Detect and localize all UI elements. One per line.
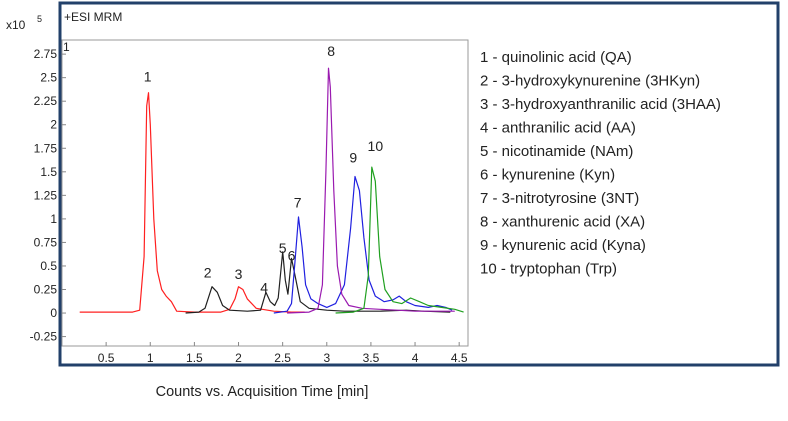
x-tick-label: 4 bbox=[412, 351, 419, 365]
y-tick-label: 0.75 bbox=[34, 235, 58, 249]
peak-label: 10 bbox=[368, 138, 384, 154]
y-tick-label: 2.75 bbox=[34, 47, 58, 61]
peak-label: 4 bbox=[260, 279, 268, 295]
peak-label: 2 bbox=[204, 264, 212, 280]
legend-entry: 4 - anthranilic acid (AA) bbox=[480, 120, 636, 137]
chart-title: +ESI MRM bbox=[64, 10, 122, 24]
peak-label: 7 bbox=[294, 195, 302, 211]
legend-entry: 10 - tryptophan (Trp) bbox=[480, 261, 617, 278]
legend-entry: 1 - quinolinic acid (QA) bbox=[480, 49, 632, 66]
y-tick-label: -0.25 bbox=[30, 330, 58, 344]
peak-label: 9 bbox=[349, 149, 357, 165]
x-tick-label: 4.5 bbox=[451, 351, 468, 365]
x-tick-label: 1 bbox=[147, 351, 154, 365]
legend-entry: 3 - 3-hydroxyanthranilic acid (3HAA) bbox=[480, 96, 721, 113]
corner-mark: 1 bbox=[63, 40, 70, 54]
peak-label: 1 bbox=[144, 68, 152, 84]
x-tick-label: 2 bbox=[235, 351, 242, 365]
peak-label: 6 bbox=[288, 247, 296, 263]
outer-frame bbox=[58, 1, 780, 367]
x-tick-label: 3 bbox=[323, 351, 330, 365]
peak-label: 3 bbox=[235, 266, 243, 282]
y-tick-label: 2.5 bbox=[40, 71, 57, 85]
y-tick-label: 0.5 bbox=[40, 259, 57, 273]
series-line-4 bbox=[287, 67, 455, 314]
legend-entry: 7 - 3-nitrotyrosine (3NT) bbox=[480, 190, 639, 207]
x-tick-label: 1.5 bbox=[186, 351, 203, 365]
y-axis: 2.75 2.5 2.25 2 1.75 1.5 1.25 1 0.75 0.5 0.25 0 -0.2… bbox=[30, 47, 66, 344]
peak-labels: 1 2 3 4 5 6 7 8 9 10 bbox=[144, 43, 384, 295]
y-tick-label: 2.25 bbox=[34, 94, 58, 108]
series-line-2 bbox=[185, 251, 451, 314]
legend-entry: 5 - nicotinamide (NAm) bbox=[480, 143, 633, 160]
series-layer bbox=[79, 67, 464, 314]
peak-label: 8 bbox=[327, 43, 335, 59]
y-tick-label: 1.75 bbox=[34, 141, 58, 155]
legend-entry: 9 - kynurenic acid (Kyna) bbox=[480, 237, 646, 254]
series-line-5 bbox=[335, 166, 464, 314]
y-tick-label: 0.25 bbox=[34, 283, 58, 297]
plot-area bbox=[61, 39, 469, 347]
y-tick-label: 1.5 bbox=[40, 165, 57, 179]
legend-entry: 6 - kynurenine (Kyn) bbox=[480, 167, 615, 184]
x-axis: 0.5 1 1.5 2 2.5 3 3.5 4 4.5 bbox=[98, 342, 468, 365]
legend-entry: 8 - xanthurenic acid (XA) bbox=[480, 214, 645, 231]
x-tick-label: 2.5 bbox=[274, 351, 291, 365]
y-tick-label: 1.25 bbox=[34, 188, 58, 202]
series-line-3 bbox=[273, 175, 453, 314]
x-tick-label: 0.5 bbox=[98, 351, 115, 365]
series-line-1 bbox=[79, 92, 305, 313]
y-tick-label: 0 bbox=[50, 306, 57, 320]
x-tick-label: 3.5 bbox=[363, 351, 380, 365]
y-tick-label: 1 bbox=[50, 212, 57, 226]
peak-label: 5 bbox=[279, 240, 287, 256]
y-tick-label: 2 bbox=[50, 118, 57, 132]
legend: 1 - quinolinic acid (QA) 2 - 3-hydroxykyn… bbox=[480, 49, 721, 278]
legend-entry: 2 - 3-hydroxykynurenine (3HKyn) bbox=[480, 73, 700, 90]
y-scale-label: x10 bbox=[6, 18, 26, 32]
y-scale-exponent: 5 bbox=[37, 14, 42, 24]
x-axis-label: Counts vs. Acquisition Time [min] bbox=[156, 384, 369, 400]
